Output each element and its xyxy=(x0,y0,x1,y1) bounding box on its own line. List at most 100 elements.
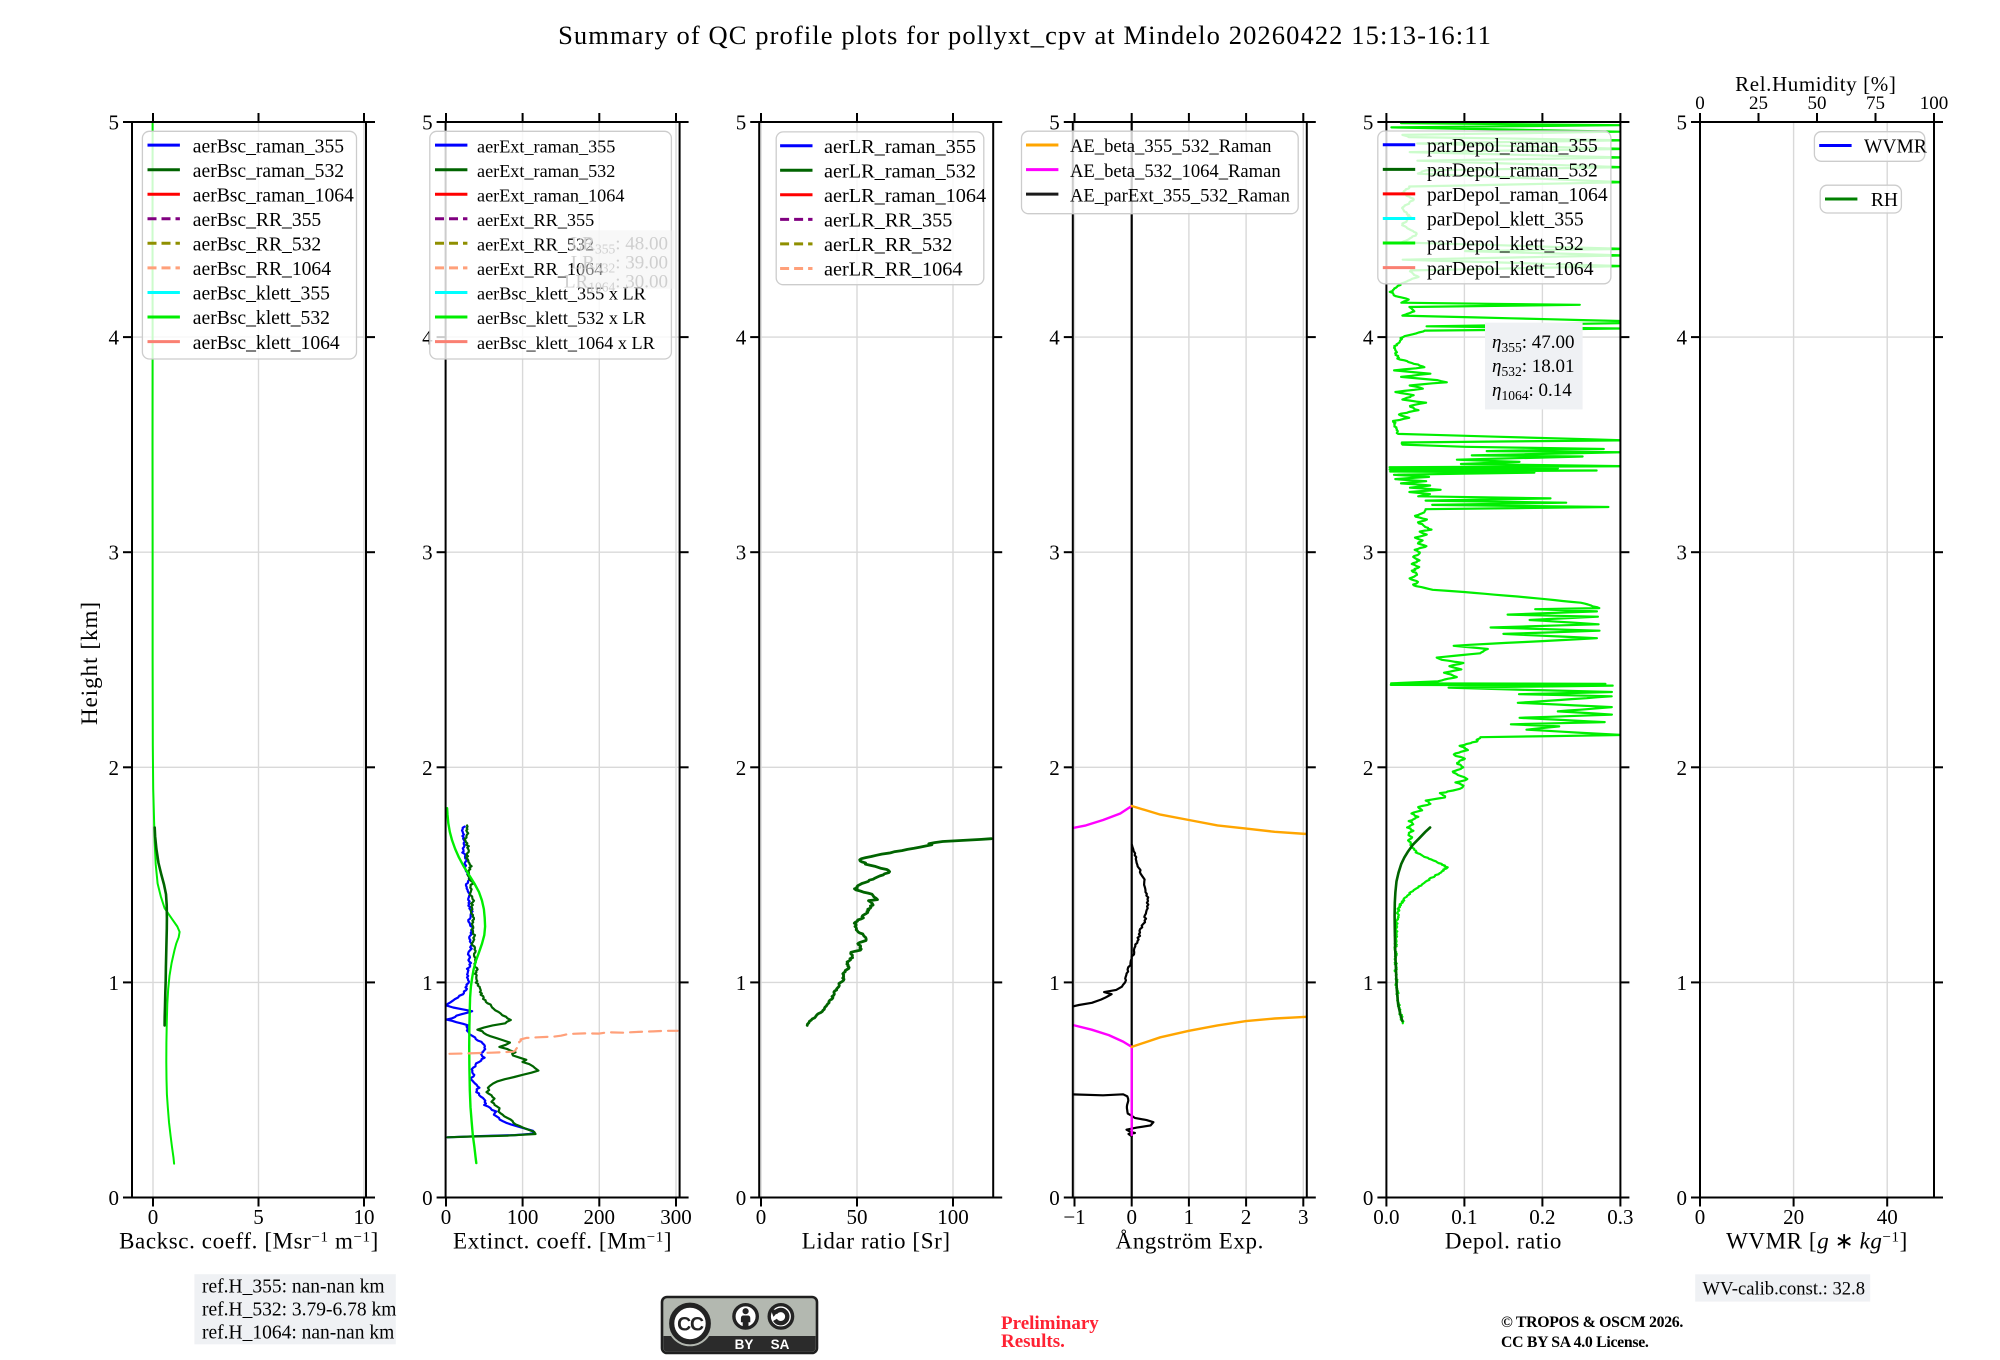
svg-text:0: 0 xyxy=(756,1205,767,1229)
svg-text:ref.H_532: 3.79-6.78 km: ref.H_532: 3.79-6.78 km xyxy=(202,1300,396,1321)
svg-text:1: 1 xyxy=(1049,971,1060,995)
svg-text:CC: CC xyxy=(677,1314,704,1336)
svg-text:aerLR_RR_355: aerLR_RR_355 xyxy=(824,210,952,232)
svg-text:3: 3 xyxy=(422,541,433,565)
svg-text:ref.H_1064: nan-nan km: ref.H_1064: nan-nan km xyxy=(202,1323,394,1344)
svg-text:40: 40 xyxy=(1877,1205,1898,1229)
svg-text:4: 4 xyxy=(1677,326,1688,350)
svg-text:aerExt_raman_355: aerExt_raman_355 xyxy=(477,136,615,156)
svg-text:Summary of QC profile plots fo: Summary of QC profile plots for pollyxt_… xyxy=(558,20,1492,50)
svg-text:75: 75 xyxy=(1866,93,1885,114)
svg-text:η532: 18.01: η532: 18.01 xyxy=(1492,356,1574,379)
svg-text:aerBsc_klett_532 x LR: aerBsc_klett_532 x LR xyxy=(477,308,647,328)
svg-text:aerExt_RR_1064: aerExt_RR_1064 xyxy=(477,259,603,279)
svg-text:0: 0 xyxy=(736,1186,747,1210)
svg-text:100: 100 xyxy=(507,1205,539,1229)
svg-text:1: 1 xyxy=(1184,1205,1195,1229)
svg-text:LR1064: 30.00: LR1064: 30.00 xyxy=(564,272,668,295)
svg-text:Height [km]: Height [km] xyxy=(77,601,102,725)
svg-text:aerLR_RR_1064: aerLR_RR_1064 xyxy=(824,259,963,281)
svg-text:2: 2 xyxy=(736,756,747,780)
svg-text:0: 0 xyxy=(1695,1205,1706,1229)
svg-text:RH: RH xyxy=(1871,190,1898,211)
svg-text:50: 50 xyxy=(1808,93,1827,114)
svg-text:WV-calib.const.: 32.8: WV-calib.const.: 32.8 xyxy=(1703,1279,1866,1300)
svg-text:WVMR: WVMR xyxy=(1864,137,1927,158)
svg-text:parDepol_klett_355: parDepol_klett_355 xyxy=(1427,210,1584,231)
svg-text:100: 100 xyxy=(1920,93,1949,114)
svg-text:1: 1 xyxy=(109,971,120,995)
svg-text:Results.: Results. xyxy=(1001,1331,1065,1352)
svg-text:aerBsc_klett_1064 x LR: aerBsc_klett_1064 x LR xyxy=(477,333,656,353)
svg-text:4: 4 xyxy=(1049,326,1060,350)
svg-text:© TROPOS & OSCM 2026.: © TROPOS & OSCM 2026. xyxy=(1501,1314,1683,1331)
svg-text:aerLR_raman_1064: aerLR_raman_1064 xyxy=(824,185,986,207)
svg-text:0: 0 xyxy=(422,1186,433,1210)
svg-text:aerExt_RR_532: aerExt_RR_532 xyxy=(477,235,594,255)
svg-text:Depol. ratio: Depol. ratio xyxy=(1445,1229,1562,1254)
svg-text:5: 5 xyxy=(1049,111,1060,135)
svg-text:1: 1 xyxy=(1677,971,1688,995)
svg-text:ref.H_355: nan-nan km: ref.H_355: nan-nan km xyxy=(202,1277,385,1298)
svg-text:aerExt_raman_1064: aerExt_raman_1064 xyxy=(477,185,624,205)
svg-text:0.3: 0.3 xyxy=(1607,1205,1633,1229)
svg-text:4: 4 xyxy=(109,326,120,350)
svg-text:5: 5 xyxy=(1677,111,1688,135)
svg-text:WVMR [g ∗ kg−1]: WVMR [g ∗ kg−1] xyxy=(1726,1229,1908,1254)
svg-text:aerExt_raman_532: aerExt_raman_532 xyxy=(477,161,615,181)
svg-text:parDepol_raman_532: parDepol_raman_532 xyxy=(1427,161,1598,182)
svg-text:aerLR_raman_532: aerLR_raman_532 xyxy=(824,161,976,183)
svg-text:0.0: 0.0 xyxy=(1373,1205,1399,1229)
svg-text:aerBsc_raman_1064: aerBsc_raman_1064 xyxy=(193,185,354,206)
svg-text:−1: −1 xyxy=(1063,1205,1085,1229)
svg-text:0: 0 xyxy=(1363,1186,1374,1210)
svg-text:3: 3 xyxy=(1298,1205,1309,1229)
svg-text:0: 0 xyxy=(1677,1186,1688,1210)
svg-text:2: 2 xyxy=(109,756,120,780)
svg-text:200: 200 xyxy=(584,1205,616,1229)
svg-text:1: 1 xyxy=(1363,971,1374,995)
svg-text:5: 5 xyxy=(422,111,433,135)
svg-text:25: 25 xyxy=(1749,93,1768,114)
svg-text:300: 300 xyxy=(660,1205,692,1229)
svg-text:SA: SA xyxy=(771,1337,790,1352)
svg-text:0.2: 0.2 xyxy=(1529,1205,1555,1229)
svg-text:parDepol_raman_1064: parDepol_raman_1064 xyxy=(1427,185,1608,206)
svg-text:3: 3 xyxy=(1049,541,1060,565)
svg-text:Rel.Humidity [%]: Rel.Humidity [%] xyxy=(1735,72,1896,96)
svg-text:aerBsc_klett_1064: aerBsc_klett_1064 xyxy=(193,333,340,354)
svg-text:4: 4 xyxy=(1363,326,1374,350)
svg-text:0: 0 xyxy=(109,1186,120,1210)
svg-text:4: 4 xyxy=(422,326,433,350)
svg-text:0: 0 xyxy=(1049,1186,1060,1210)
svg-text:aerLR_RR_532: aerLR_RR_532 xyxy=(824,234,952,256)
svg-text:parDepol_klett_532: parDepol_klett_532 xyxy=(1427,234,1584,255)
svg-text:aerBsc_raman_355: aerBsc_raman_355 xyxy=(193,136,344,157)
svg-text:aerBsc_RR_355: aerBsc_RR_355 xyxy=(193,210,322,231)
svg-text:0: 0 xyxy=(1695,93,1705,114)
svg-text:Extinct. coeff. [Mm−1]: Extinct. coeff. [Mm−1] xyxy=(453,1229,672,1254)
svg-text:aerBsc_RR_1064: aerBsc_RR_1064 xyxy=(193,259,331,280)
svg-text:0: 0 xyxy=(148,1205,159,1229)
svg-text:aerBsc_klett_355: aerBsc_klett_355 xyxy=(193,284,330,305)
svg-text:AE_beta_532_1064_Raman: AE_beta_532_1064_Raman xyxy=(1070,161,1281,182)
svg-text:2: 2 xyxy=(1677,756,1688,780)
svg-text:3: 3 xyxy=(109,541,120,565)
svg-text:BY: BY xyxy=(735,1337,754,1352)
svg-text:5: 5 xyxy=(109,111,120,135)
svg-text:100: 100 xyxy=(937,1205,969,1229)
svg-text:CC BY SA 4.0 License.: CC BY SA 4.0 License. xyxy=(1501,1334,1649,1351)
svg-text:5: 5 xyxy=(736,111,747,135)
svg-text:Ångström Exp.: Ångström Exp. xyxy=(1116,1229,1264,1254)
svg-text:20: 20 xyxy=(1783,1205,1804,1229)
svg-text:3: 3 xyxy=(1677,541,1688,565)
svg-text:1: 1 xyxy=(422,971,433,995)
svg-text:1: 1 xyxy=(736,971,747,995)
svg-text:4: 4 xyxy=(736,326,747,350)
svg-text:5: 5 xyxy=(1363,111,1374,135)
svg-text:parDepol_raman_355: parDepol_raman_355 xyxy=(1427,136,1598,157)
svg-text:Preliminary: Preliminary xyxy=(1001,1313,1099,1334)
svg-text:50: 50 xyxy=(847,1205,868,1229)
svg-text:10: 10 xyxy=(354,1205,375,1229)
svg-text:aerExt_RR_355: aerExt_RR_355 xyxy=(477,210,594,230)
